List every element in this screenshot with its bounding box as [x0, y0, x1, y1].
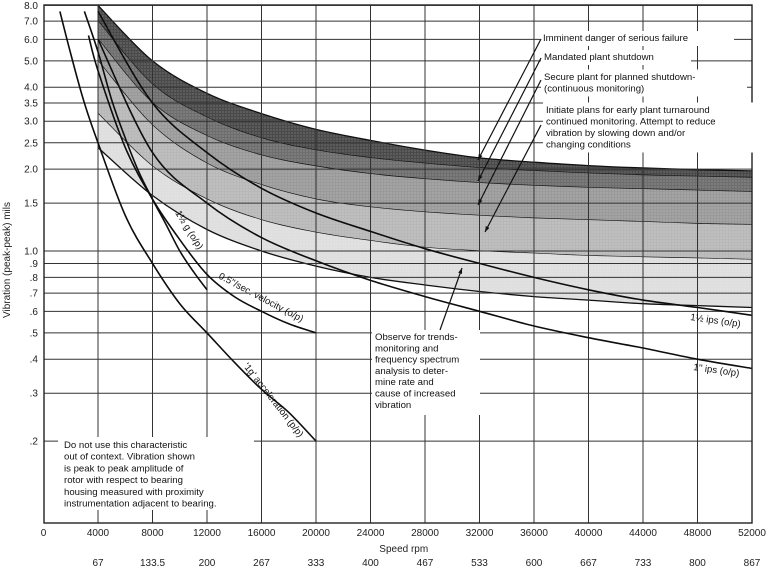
disclaimer-text: rotor with respect to bearing: [64, 475, 183, 486]
x-secondary-tick-label: 400: [362, 558, 379, 569]
x-tick-label: 20000: [302, 528, 330, 539]
curve-line: [97, 38, 753, 370]
annotation-imminent-bg: [540, 31, 734, 46]
curve-line: [87, 35, 317, 334]
x-tick-label: 16000: [248, 528, 276, 539]
disclaimer-text: housing measured with proximity: [64, 487, 204, 498]
disclaimer-text: instrumentation adjacent to bearing.: [64, 499, 217, 510]
disclaimer-text: Do not use this characteristic: [64, 440, 187, 451]
x-secondary-tick-label: 133.5: [140, 558, 165, 569]
y-tick-label: 2.0: [24, 165, 38, 176]
x-tick-label: 44000: [629, 528, 657, 539]
annotation-observe-text: monitoring and: [375, 343, 438, 354]
x-secondary-tick-label: 800: [689, 558, 706, 569]
x-secondary-tick-label: 467: [417, 558, 434, 569]
curve-label-1g-acceleration: '1g' acceleration (p/p): [241, 361, 306, 440]
x-axis-label: Speed rpm: [379, 544, 428, 555]
annotation-initiate-bg: [543, 102, 753, 153]
annotation-arrow-line: [439, 267, 463, 331]
x-secondary-tick-label: 667: [580, 558, 597, 569]
annotation-observe-text: Observe for trends-: [375, 332, 458, 343]
data-curves: [59, 10, 753, 442]
x-secondary-tick-label: 533: [471, 558, 488, 569]
arrow-head-icon: [478, 199, 483, 205]
curve-line: [59, 11, 317, 442]
x-tick-label: 8000: [141, 528, 164, 539]
y-tick-label: 8.0: [24, 1, 38, 12]
y-tick-label: .9: [30, 259, 39, 270]
x-secondary-tick-label: 867: [744, 558, 761, 569]
annotation-initiate-text: vibration by slowing down and/or: [546, 128, 686, 139]
y-tick-label: .7: [30, 289, 39, 300]
x-tick-label: 12000: [193, 528, 221, 539]
y-tick-label: 4.0: [24, 83, 38, 94]
curve-label-0-5-velocity: 0.5''/sec. velocity (o/p): [217, 271, 305, 325]
plot-frame: [43, 4, 753, 524]
annotation-arrow-line: [477, 57, 542, 182]
curve-line: [97, 10, 753, 317]
y-tick-label: 3.5: [24, 99, 38, 110]
annotation-arrow-line: [477, 38, 542, 161]
disclaimer-text: out of context. Vibration shown: [64, 452, 195, 463]
x-secondary-tick-label: 67: [92, 558, 104, 569]
y-tick-label: 1.5: [24, 199, 38, 210]
x-secondary-tick-label: 333: [308, 558, 325, 569]
x-tick-label: 28000: [411, 528, 439, 539]
annotation-imminent-text: Imminent danger of serious failure: [543, 33, 688, 44]
arrow-head-icon: [478, 175, 483, 181]
x-tick-label: 52000: [738, 528, 766, 539]
y-tick-label: 3.0: [24, 117, 38, 128]
x-tick-label: 32000: [466, 528, 494, 539]
y-tick-label: 6.0: [24, 35, 38, 46]
y-tick-label: 5.0: [24, 56, 38, 67]
annotation-observe-text: frequency spectrum: [375, 355, 459, 366]
annotation-secure-text: Secure plant for planned shutdown-: [544, 72, 695, 83]
annotation-observe-bg: [372, 330, 480, 415]
x-secondary-tick-label: 267: [253, 558, 270, 569]
annotation-secure-text: (continuous monitoring): [544, 84, 644, 95]
arrow-head-icon: [478, 154, 483, 160]
disclaimer-text: is peak to peak amplitude of: [64, 463, 184, 474]
x-tick-label: 4000: [87, 528, 110, 539]
y-tick-label: 2.5: [24, 138, 38, 149]
y-axis-label: Vibration (peak-peak) mils: [2, 202, 13, 318]
x-secondary-tick-label: 200: [199, 558, 216, 569]
y-tick-label: .5: [30, 328, 39, 339]
annotation-initiate-text: changing conditions: [546, 140, 631, 151]
disclaimer-bg: [58, 437, 254, 510]
annotation-observe-text: vibration: [375, 400, 411, 411]
annotation-observe-text: analysis to deter-: [375, 366, 448, 377]
x-secondary-tick-label: 733: [635, 558, 652, 569]
annotation-mandated-bg: [541, 50, 691, 65]
x-tick-label: 36000: [520, 528, 548, 539]
x-tick-label: 40000: [575, 528, 603, 539]
annotation-secure-bg: [541, 69, 747, 97]
arrow-head-icon: [485, 226, 490, 232]
y-tick-label: .4: [30, 355, 39, 366]
y-tick-label: .8: [30, 273, 39, 284]
x-tick-label: 48000: [684, 528, 712, 539]
annotation-initiate-text: Initiate plans for early plant turnaroun…: [546, 105, 710, 116]
x-tick-label: 0: [41, 528, 47, 539]
y-tick-label: 7.0: [24, 17, 38, 28]
grid-lines: [44, 4, 753, 523]
annotation-observe-text: mine rate and: [375, 377, 434, 388]
y-tick-label: .3: [30, 389, 39, 400]
x-tick-label: 24000: [357, 528, 385, 539]
annotation-observe-text: cause of increased: [375, 389, 456, 400]
arrow-head-icon: [458, 268, 463, 274]
annotation-initiate-text: continued monitoring. Attempt to reduce: [546, 117, 716, 128]
annotation-mandated-text: Mandated plant shutdown: [544, 52, 654, 63]
y-tick-label: .6: [30, 307, 39, 318]
y-tick-label: 1.0: [24, 247, 38, 258]
x-secondary-tick-label: 600: [526, 558, 543, 569]
annotation-arrow-line: [477, 79, 542, 206]
annotation-arrow-line: [484, 124, 542, 233]
y-tick-label: .2: [30, 437, 39, 448]
